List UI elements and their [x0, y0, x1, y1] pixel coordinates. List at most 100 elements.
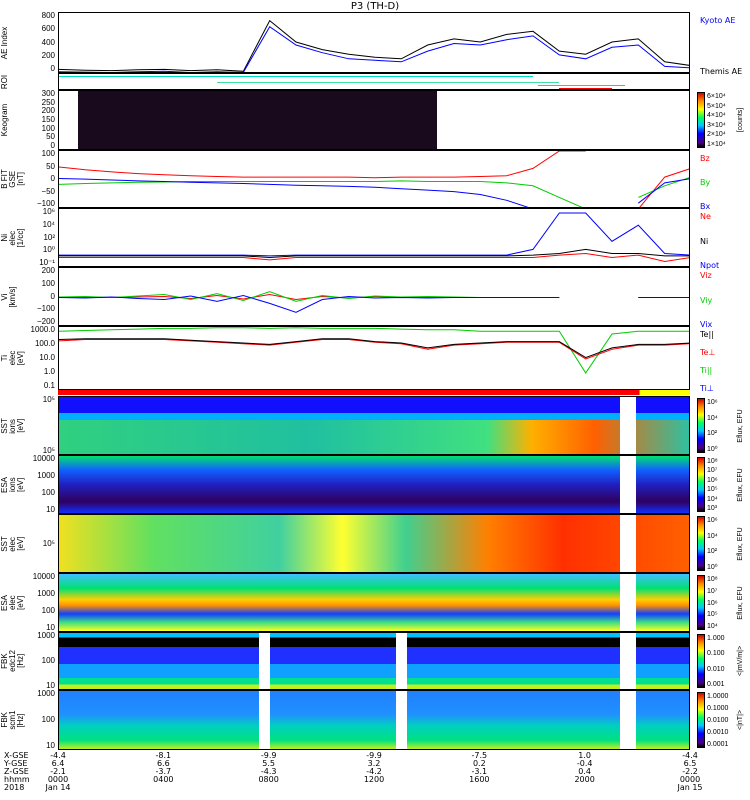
colorbar-tick: 4×10⁴ [707, 112, 726, 120]
series-kyoto-ae [59, 25, 689, 72]
x-axis-value: -0.4 [576, 759, 593, 768]
y-tick-label: 10⁵ [42, 395, 55, 404]
colorbar [697, 457, 705, 512]
colorbar-unit: Eflux, EFU [737, 467, 744, 502]
colorbar-tick: 0.001 [707, 681, 725, 688]
y-tick-label: 1000 [37, 471, 55, 480]
colorbar [697, 516, 705, 571]
y-tick-label: 100 [41, 278, 55, 288]
legend-by: By [700, 178, 711, 187]
x-axis-value: -8.1 [155, 751, 172, 760]
x-axis-value: 0400 [153, 775, 174, 784]
legend-bz: Bz [700, 154, 710, 163]
legend-ni: Ni [700, 236, 709, 246]
data-gap [396, 691, 407, 749]
x-axis-value: -2.2 [682, 767, 698, 776]
y-tick-label: 100 [41, 123, 55, 133]
panel-ni [58, 208, 690, 267]
colorbar-tick: 10⁰ [707, 564, 718, 571]
panel-sst-i [58, 396, 690, 455]
x-axis-value: 1600 [469, 775, 490, 784]
colorbar-tick: 10⁰ [707, 446, 718, 453]
y-tick-label: 1000 [37, 689, 55, 698]
legend-ti: Ti|| [700, 366, 713, 375]
panel-roi [58, 73, 690, 90]
y-tick-label: 10⁶ [42, 207, 55, 216]
x-axis-value: 3.2 [367, 759, 381, 768]
colorbar-unit: <|nT|> [737, 710, 744, 730]
series-vix [59, 294, 689, 313]
y-tick-label: 100 [41, 488, 55, 497]
colorbar-unit: [counts] [737, 107, 744, 133]
panel-ti [58, 326, 690, 390]
data-gap [619, 456, 636, 513]
colorbar-tick: 10⁶ [707, 399, 718, 406]
data-gap [619, 691, 636, 749]
colorbar-tick: 10⁴ [707, 414, 718, 422]
data-gap [619, 515, 636, 572]
legend-viz: Viz [700, 271, 712, 280]
colorbar-tick: 10⁵ [707, 611, 718, 619]
panel-keogram [58, 90, 690, 150]
status-bar [58, 390, 690, 395]
panel-fbk-b [58, 690, 690, 750]
colorbar-tick: 0.0010 [707, 729, 729, 736]
panel-fbk-e [58, 632, 690, 690]
y-tick-label: 1000 [37, 631, 55, 640]
colorbar [697, 398, 705, 453]
y-tick-label: 1000.0 [30, 325, 55, 334]
x-axis-value: Jan 15 [677, 783, 703, 792]
plot-title: P3 (TH-D) [350, 1, 400, 12]
data-gap [396, 633, 407, 689]
colorbar-tick: 0.1000 [707, 705, 729, 712]
colorbar-tick: 6×10⁴ [707, 93, 726, 100]
y-axis-label: ROI [0, 74, 9, 89]
y-tick-label: 50 [46, 132, 55, 142]
colorbar [697, 92, 705, 148]
panel-bfit [58, 150, 690, 208]
y-tick-label: 0 [50, 174, 55, 183]
colorbar-tick: 3×10⁴ [707, 121, 726, 129]
y-tick-label: 10000 [32, 572, 55, 581]
colorbar-tick: 10⁴ [707, 532, 718, 540]
y-tick-label: 0 [50, 291, 55, 301]
series-te- [59, 339, 689, 360]
colorbar-tick: 10⁸ [707, 576, 718, 583]
colorbar-tick: 0.0100 [707, 717, 729, 724]
x-axis-row-label: hhmm [4, 775, 30, 784]
y-axis-label: SST ions [eV] [0, 417, 25, 434]
x-axis-value: 6.5 [683, 759, 697, 768]
series-ti-- [59, 327, 689, 374]
colorbar-tick: 10² [707, 430, 718, 438]
x-axis-value: 1200 [363, 775, 385, 784]
colorbar-unit: Eflux, EFU [737, 526, 744, 561]
legend-te: Te⊥ [700, 348, 716, 357]
x-axis-value: 1.0 [578, 751, 592, 760]
roi-bar [559, 88, 612, 89]
colorbar [697, 575, 705, 630]
legend-vix: Vix [700, 320, 713, 329]
legend-ti: Ti⊥ [700, 384, 714, 393]
y-tick-label: −50 [41, 186, 55, 196]
roi-bar [538, 85, 626, 86]
y-tick-label: 0 [50, 64, 55, 73]
colorbar-tick: 10⁷ [707, 467, 718, 475]
y-tick-label: 10 [46, 623, 55, 632]
x-axis-value: -9.9 [260, 751, 277, 760]
y-tick-label: 10 [46, 681, 55, 690]
y-tick-label: 600 [41, 24, 55, 34]
plot-ae [59, 19, 689, 72]
y-tick-label: 10.0 [39, 353, 55, 362]
y-tick-label: 1.0 [43, 367, 55, 376]
colorbar [697, 634, 705, 688]
x-axis-row-label: Z-GSE [4, 767, 29, 776]
plot-vi [59, 291, 689, 313]
y-tick-label: 10⁰ [42, 245, 55, 255]
panel-ae [58, 12, 690, 73]
spectrogram-keogram [59, 91, 689, 149]
y-tick-label: 10² [43, 232, 55, 242]
y-tick-label: 250 [41, 97, 55, 107]
y-tick-label: 1000 [37, 589, 55, 598]
series-ne [59, 252, 689, 263]
x-axis-value: -9.9 [366, 751, 382, 760]
